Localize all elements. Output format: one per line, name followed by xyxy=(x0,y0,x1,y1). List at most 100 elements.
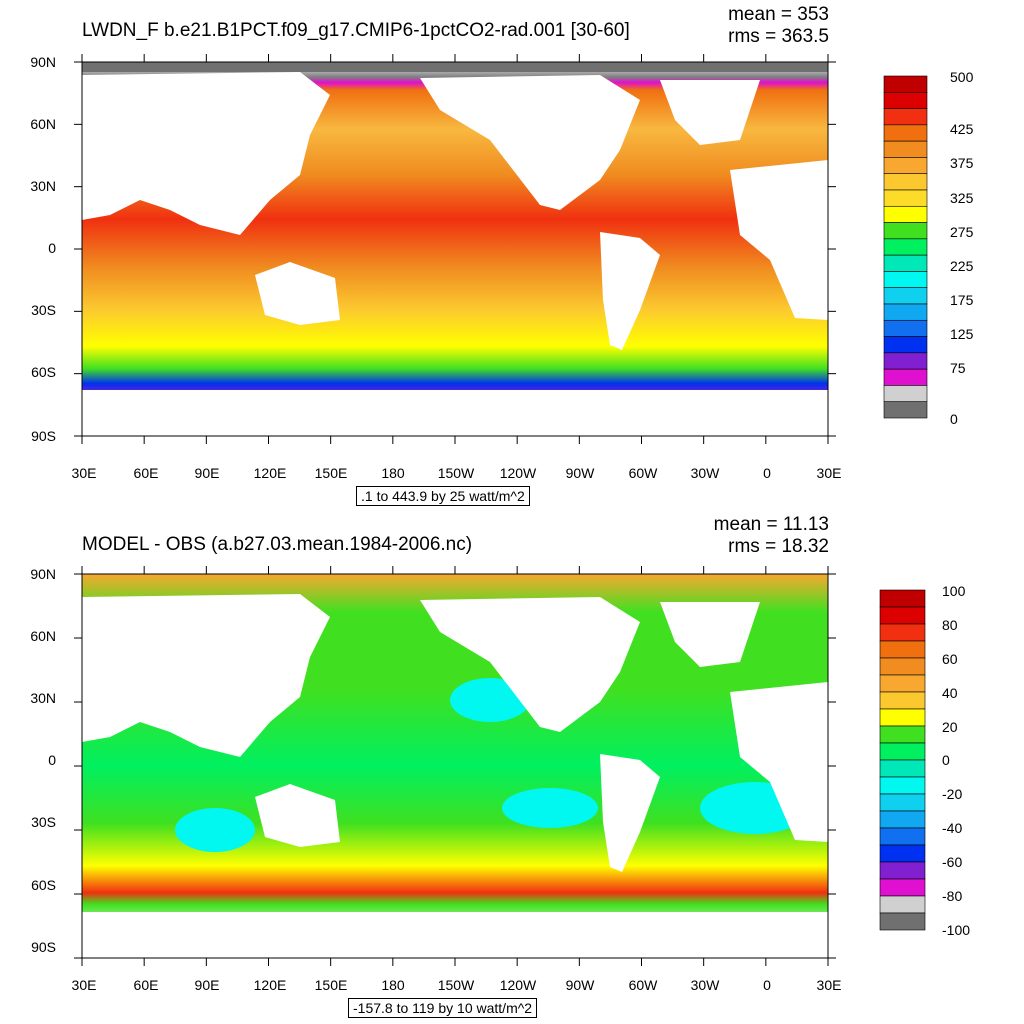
colorbar-box xyxy=(879,895,926,914)
lon-label: 90W xyxy=(566,977,596,993)
axis-ticks xyxy=(74,54,836,444)
colorbar-box xyxy=(879,861,926,880)
lat-label: 90S xyxy=(31,428,56,444)
colorbar-box xyxy=(879,640,926,659)
lon-label: 30E xyxy=(817,465,842,481)
lat-axis: 90N 60N 30N 0 30S 60S 90S xyxy=(30,54,56,444)
colorbar-box xyxy=(879,878,926,897)
colorbar-label: 20 xyxy=(942,719,958,735)
panel-title: MODEL - OBS (a.b27.03.mean.1984-2006.nc) xyxy=(82,534,473,555)
lon-axis: 30E 60E 90E 120E 150E 180 150W 120W 90W … xyxy=(72,465,842,481)
colorbar-label: 100 xyxy=(942,583,966,599)
colorbar-label: 500 xyxy=(950,69,974,85)
colorbar-label: 225 xyxy=(950,258,974,274)
lat-label: 60N xyxy=(30,116,56,132)
greenland xyxy=(660,80,760,145)
colorbar-box xyxy=(883,140,928,158)
range-subtitle: .1 to 443.9 by 25 watt/m^2 xyxy=(356,486,530,506)
colorbar-label: -80 xyxy=(942,888,962,904)
lon-label: 90W xyxy=(566,465,596,481)
lat-axis: 90N 60N 30N 0 30S 60S 90S xyxy=(30,566,56,955)
colorbar-label: -40 xyxy=(942,820,962,836)
colorbar-boxes xyxy=(883,75,928,419)
colorbar-box xyxy=(879,691,926,710)
lat-label: 60N xyxy=(30,628,56,644)
colorbar-box xyxy=(883,319,928,337)
colorbar-label: -60 xyxy=(942,854,962,870)
lon-label: 30E xyxy=(72,465,97,481)
australia xyxy=(255,262,340,325)
mean-value: mean = 11.13 xyxy=(713,514,829,535)
colorbar-label: 275 xyxy=(950,224,974,240)
range-subtitle: -157.8 to 119 by 10 watt/m^2 xyxy=(348,998,538,1018)
colorbar-box xyxy=(883,173,928,191)
map-figure: 90N 60N 30N 0 30S 60S 90S 30E 60E 90E 12… xyxy=(30,54,974,481)
africa xyxy=(730,682,828,842)
colorbar-box xyxy=(883,189,928,207)
colorbar-box xyxy=(883,108,928,126)
continents xyxy=(82,594,828,958)
colorbar-box xyxy=(879,657,926,676)
antarctica xyxy=(82,390,828,436)
colorbar-label: 80 xyxy=(942,617,958,633)
colorbar-box xyxy=(879,759,926,778)
colorbar-box xyxy=(879,827,926,846)
lon-label: 60W xyxy=(629,977,659,993)
colorbar-box xyxy=(883,254,928,272)
colorbar-label: -20 xyxy=(942,786,962,802)
colorbar-label: 60 xyxy=(942,651,958,667)
colorbar-box xyxy=(883,303,928,321)
colorbar-box xyxy=(883,271,928,289)
colorbar-box xyxy=(883,238,928,256)
lon-label: 30W xyxy=(691,977,721,993)
colorbar-box xyxy=(879,912,926,931)
lon-label: 150W xyxy=(438,977,475,993)
lat-label: 90S xyxy=(31,939,56,955)
lon-label: 60E xyxy=(134,977,159,993)
colorbar-label: 175 xyxy=(950,292,974,308)
lat-label: 60S xyxy=(31,877,56,893)
colorbar-box xyxy=(883,352,928,370)
colorbar-box xyxy=(879,725,926,744)
lon-label: 0 xyxy=(763,977,771,993)
lat-label: 30N xyxy=(30,178,56,194)
south-america xyxy=(600,232,660,350)
lon-label: 120E xyxy=(254,977,287,993)
colorbar-box xyxy=(883,91,928,109)
lon-label: 30W xyxy=(691,465,721,481)
antarctica xyxy=(82,912,828,958)
colorbar-box xyxy=(883,336,928,354)
colorbar-boxes xyxy=(879,589,926,931)
rms-value: rms = 18.32 xyxy=(728,536,829,557)
lon-label: 180 xyxy=(381,465,405,481)
colorbar-box xyxy=(883,287,928,305)
colorbar-label: 125 xyxy=(950,326,974,342)
lat-label: 0 xyxy=(48,240,56,256)
rms-value: rms = 363.5 xyxy=(728,26,829,47)
colorbar-box xyxy=(879,810,926,829)
lon-axis: 30E 60E 90E 120E 150E 180 150W 120W 90W … xyxy=(72,977,842,993)
lon-label: 30E xyxy=(72,977,97,993)
north-america xyxy=(420,75,640,210)
colorbar-box xyxy=(879,742,926,761)
lat-label: 90N xyxy=(30,566,56,582)
africa xyxy=(730,160,828,320)
colorbar-box xyxy=(883,205,928,223)
colorbar: 100 80 60 40 20 0 -20 -40 -60 -80 -100 xyxy=(879,583,970,938)
lon-label: 150W xyxy=(438,465,475,481)
map-figure: 90N 60N 30N 0 30S 60S 90S 30E 60E 90E 12… xyxy=(30,566,970,993)
lon-label: 60W xyxy=(629,465,659,481)
lon-label: 150E xyxy=(315,977,348,993)
colorbar-label: -100 xyxy=(942,922,970,938)
lat-label: 30N xyxy=(30,690,56,706)
south-america xyxy=(600,754,660,872)
colorbar-box xyxy=(883,222,928,240)
colorbar-box xyxy=(883,157,928,175)
lon-label: 60E xyxy=(134,465,159,481)
panel-surface-longwave: LWDN_F b.e21.B1PCT.f09_g17.CMIP6-1pctCO2… xyxy=(30,4,974,506)
colorbar-box xyxy=(879,776,926,795)
colorbar-label: 375 xyxy=(950,155,974,171)
colorbar-box xyxy=(879,708,926,727)
colorbar-box xyxy=(879,589,926,608)
colorbar-box xyxy=(879,606,926,625)
